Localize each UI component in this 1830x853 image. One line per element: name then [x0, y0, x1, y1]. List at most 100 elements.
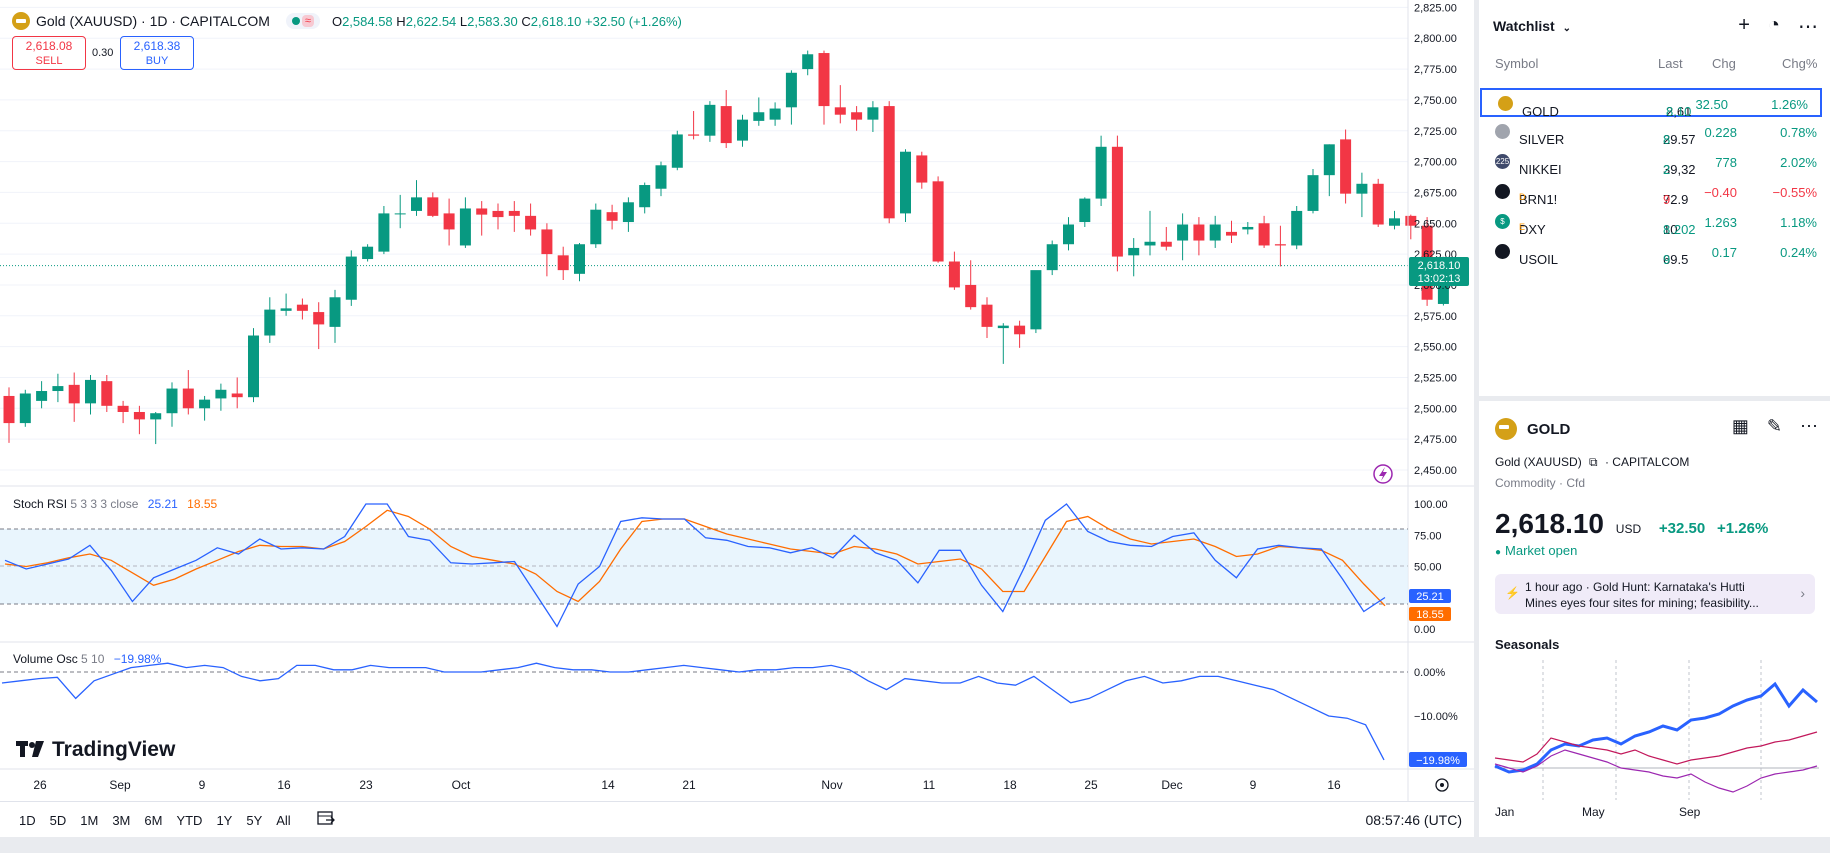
candle: [19, 389, 31, 427]
range-button-all[interactable]: All: [276, 812, 291, 828]
range-button-1y[interactable]: 1Y: [216, 812, 233, 828]
panel-separator[interactable]: [1479, 396, 1830, 401]
external-link-icon[interactable]: ⧉: [1589, 455, 1598, 469]
candles-layer: [3, 50, 1449, 445]
watchlist-row[interactable]: 225 NIKKEI 39,32 2 778 2.02%: [1495, 154, 1817, 177]
candle: [1372, 178, 1384, 227]
range-button-6m[interactable]: 6M: [144, 812, 163, 828]
col-chgp[interactable]: Chg%: [1782, 56, 1818, 71]
candle: [1291, 205, 1303, 250]
calendar-icon[interactable]: [316, 809, 336, 832]
watchlist-row[interactable]: $ DXY E 10 8.202 1.263 1.18%: [1479, 208, 1830, 237]
range-button-1d[interactable]: 1D: [19, 812, 36, 828]
tradingview-wordmark: TradingView: [52, 738, 176, 761]
watchlist-row[interactable]: BRN1! D 72.9 9 −0.40 −0.55%: [1479, 178, 1830, 207]
utc-clock[interactable]: 08:57:46 (UTC): [1365, 812, 1462, 828]
buy-button[interactable]: 2,618.38 BUY: [120, 36, 194, 70]
time-axis-label: 23: [359, 778, 373, 792]
col-chg[interactable]: Chg: [1712, 56, 1736, 71]
candle: [150, 411, 162, 445]
more-icon[interactable]: ⋯: [1800, 416, 1818, 436]
market-status-pill[interactable]: ≈: [285, 13, 320, 29]
watchlist-title[interactable]: Watchlist ⌄: [1493, 18, 1571, 34]
details-name-row: Gold (XAUUSD) ⧉ · CAPITALCOM: [1495, 455, 1689, 470]
volume-osc-title: Volume Osc: [13, 652, 78, 666]
price-axis-label: 2,700.00: [1414, 157, 1457, 169]
price-axis-label: 2,475.00: [1414, 434, 1457, 446]
news-line-2: Mines eyes four sites for mining; feasib…: [1525, 596, 1759, 610]
time-axis-label: 16: [277, 778, 291, 792]
symbol-logo-icon: [1498, 96, 1513, 111]
watchlist-chg: 778: [1715, 155, 1737, 170]
range-button-5d[interactable]: 5D: [49, 812, 67, 828]
details-name[interactable]: Gold (XAUUSD): [1495, 455, 1582, 469]
volume-osc-badge-value: −19.98%: [1416, 755, 1460, 767]
pie-chart-icon[interactable]: ◔: [1767, 14, 1780, 36]
lightning-icon[interactable]: [1373, 464, 1393, 484]
stoch-d-badge: 18.55: [1409, 607, 1451, 621]
candle: [264, 297, 276, 343]
lightning-icon: ⚡: [1505, 586, 1520, 600]
stoch-k-badge: 25.21: [1409, 589, 1451, 603]
time-axis-label: 16: [1327, 778, 1341, 792]
candle: [215, 383, 227, 411]
col-last[interactable]: Last: [1658, 56, 1683, 71]
price-axis-label: 2,725.00: [1414, 126, 1457, 138]
price-axis-label: 2,750.00: [1414, 95, 1457, 107]
news-card[interactable]: ⚡ 1 hour ago · Gold Hunt: Karnataka's Hu…: [1495, 574, 1815, 614]
candle: [1111, 135, 1123, 272]
candle: [639, 182, 651, 214]
range-button-ytd[interactable]: YTD: [176, 812, 203, 828]
price-axis-label: 2,775.00: [1414, 64, 1457, 76]
seasonals-chart[interactable]: Jan May Sep: [1479, 660, 1830, 820]
watchlist-row[interactable]: GOLD 2,61 8.10 32.50 1.26%: [1480, 88, 1822, 119]
seasonals-title[interactable]: Seasonals: [1495, 637, 1560, 652]
sell-button[interactable]: 2,618.08 SELL: [12, 36, 86, 70]
time-axis-label: Sep: [109, 778, 131, 792]
watchlist-chg: 0.228: [1704, 125, 1737, 140]
range-buttons: 1D 5D 1M 3M 6M YTD 1Y 5Y All: [12, 813, 298, 828]
candle: [900, 149, 911, 223]
chart-panel[interactable]: 2,825.00 2,800.00 2,775.00 2,750.00 2,725.00…: [0, 0, 1474, 837]
candle: [199, 395, 211, 421]
candle: [182, 370, 194, 415]
chart-canvas[interactable]: 2,825.00 2,800.00 2,775.00 2,750.00 2,725.00…: [0, 0, 1474, 801]
stoch-rsi-legend[interactable]: Stoch RSI 5 3 3 3 close 25.21 18.55: [13, 497, 217, 511]
details-symbol[interactable]: GOLD: [1527, 420, 1571, 438]
stoch-axis-label: 0.00: [1414, 624, 1435, 636]
candle: [753, 97, 765, 126]
range-button-1m[interactable]: 1M: [80, 812, 99, 828]
watchlist-chgp: 2.02%: [1780, 155, 1817, 170]
chevron-right-icon: ›: [1800, 585, 1805, 601]
price-axis-label: 2,500.00: [1414, 403, 1457, 415]
time-axis-label: Dec: [1161, 778, 1182, 792]
more-icon[interactable]: ⋯: [1798, 16, 1818, 38]
symbol-title[interactable]: Gold (XAUUSD) · 1D · CAPITALCOM: [36, 13, 270, 29]
candle: [1030, 270, 1042, 334]
watchlist-chgp: 1.26%: [1771, 97, 1808, 112]
candle: [1258, 215, 1270, 248]
col-symbol[interactable]: Symbol: [1495, 56, 1539, 71]
candle: [394, 194, 406, 229]
watchlist-row[interactable]: USOIL 69.5 9 0.17 0.24%: [1479, 238, 1830, 267]
edit-icon[interactable]: ✎: [1766, 416, 1782, 436]
candle: [1095, 135, 1107, 206]
stoch-rsi-params: 5 3 3 3 close: [70, 497, 139, 511]
grid-icon[interactable]: ▦: [1731, 416, 1749, 436]
volume-osc-legend[interactable]: Volume Osc 5 10 −19.98%: [13, 652, 161, 666]
watchlist-toolbar: + ◔ ⋯: [1738, 14, 1818, 39]
range-button-5y[interactable]: 5Y: [246, 812, 263, 828]
candle: [329, 289, 341, 343]
watchlist-chgp: −0.55%: [1772, 185, 1817, 200]
settings-icon[interactable]: [1435, 778, 1449, 792]
candle: [1405, 214, 1417, 240]
candle: [769, 102, 781, 126]
stoch-axis-label: 75.00: [1414, 530, 1442, 542]
details-exchange: · CAPITALCOM: [1604, 455, 1690, 469]
range-button-3m[interactable]: 3M: [112, 812, 131, 828]
tradingview-logo[interactable]: TradingView: [16, 738, 175, 762]
add-symbol-icon[interactable]: +: [1738, 14, 1750, 36]
watchlist-chg: 1.263: [1704, 215, 1737, 230]
watchlist-row[interactable]: SILVER 29.57 8 0.228 0.78%: [1479, 118, 1830, 147]
watchlist-chgp: 0.24%: [1780, 245, 1817, 260]
